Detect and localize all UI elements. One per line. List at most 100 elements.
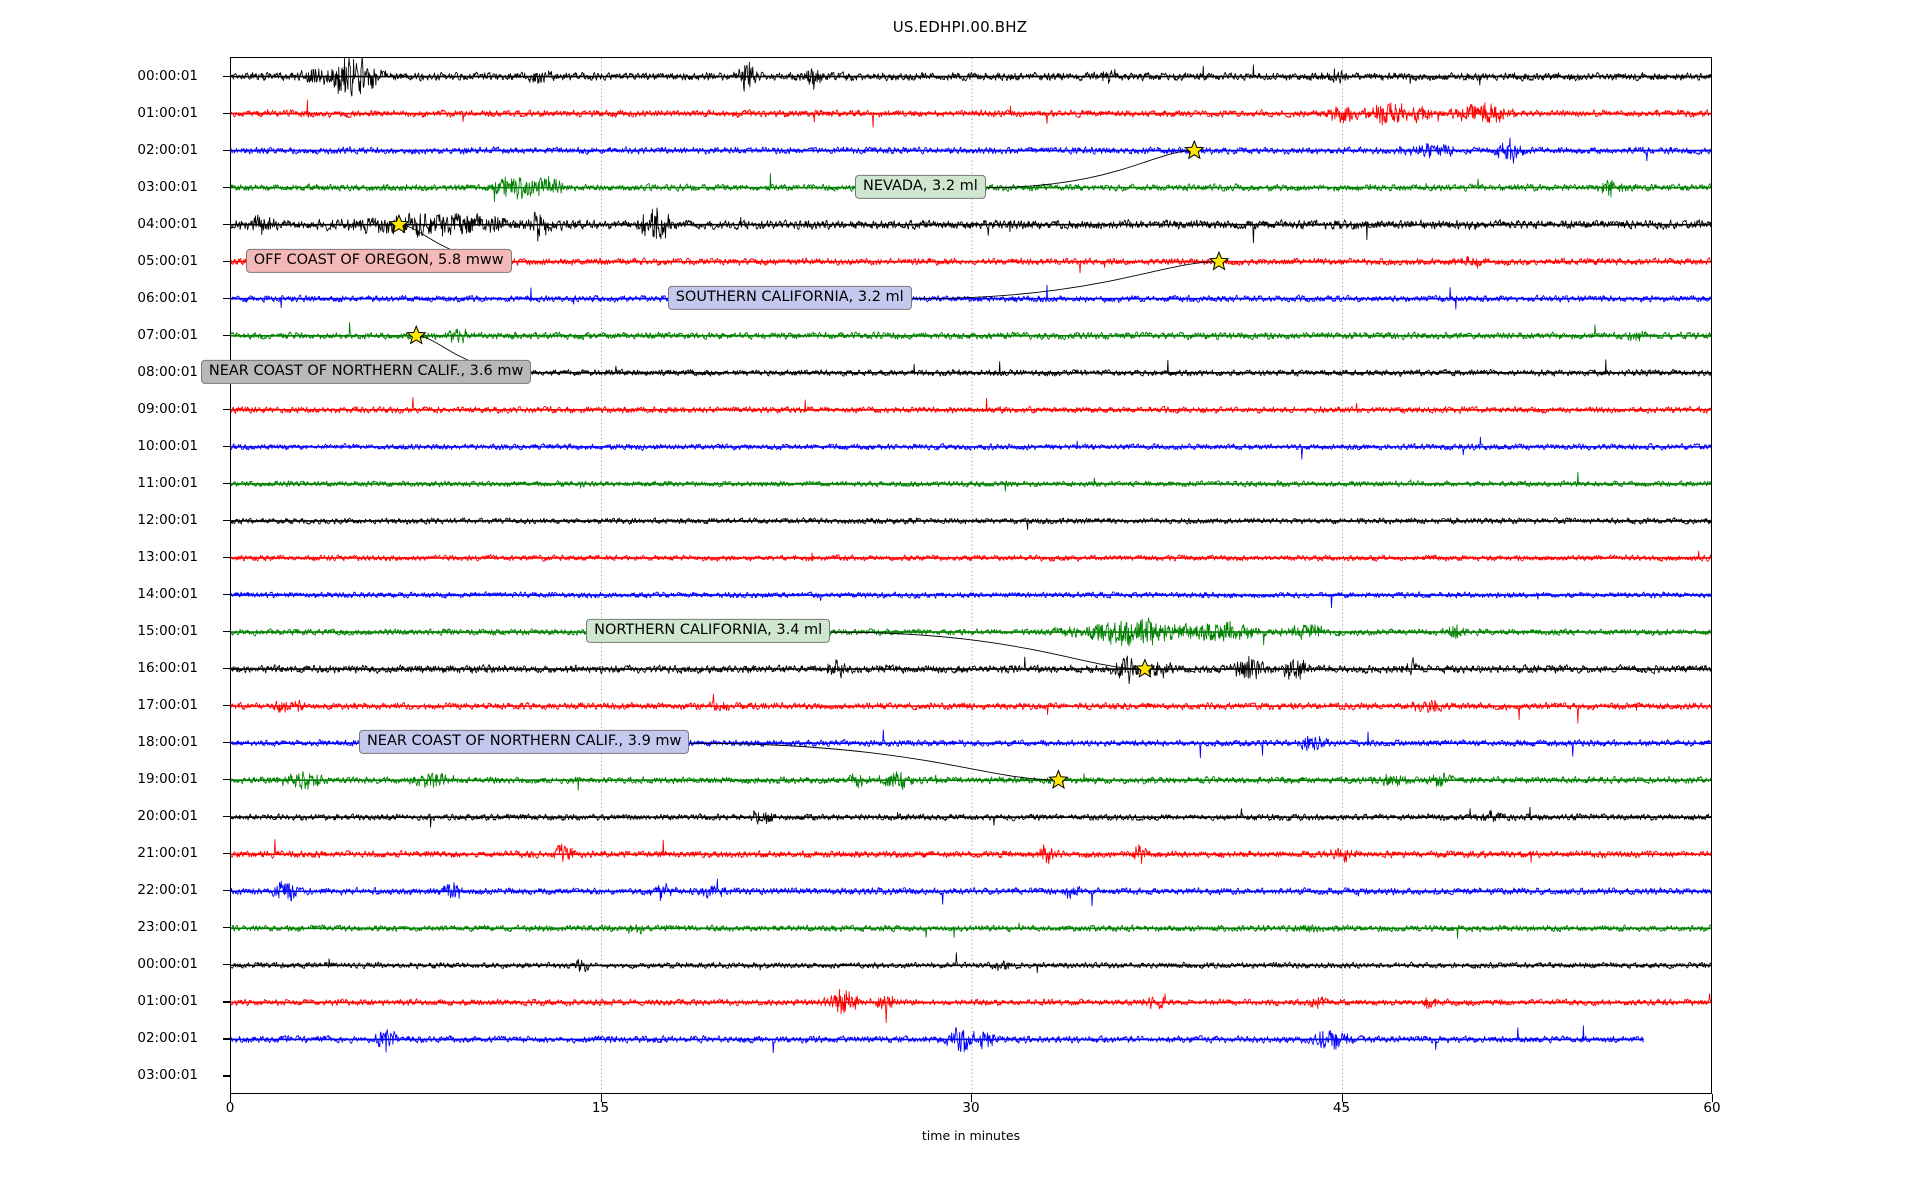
y-tick-mark	[223, 631, 231, 633]
y-tick-mark	[223, 816, 231, 818]
y-tick-label: 19:00:01	[137, 771, 198, 788]
y-tick-mark	[223, 408, 231, 410]
y-tick-mark	[223, 297, 231, 299]
y-tick-label: 09:00:01	[137, 400, 198, 417]
y-tick-mark	[223, 1001, 231, 1003]
y-tick-mark	[223, 1038, 231, 1040]
y-tick-label: 04:00:01	[137, 215, 198, 232]
y-tick-label: 17:00:01	[137, 697, 198, 714]
y-tick-label: 08:00:01	[137, 363, 198, 380]
annotation-leader-line	[912, 261, 1220, 300]
event-label-box[interactable]: OFF COAST OF OREGON, 5.8 mww	[245, 248, 512, 273]
y-tick-mark	[223, 260, 231, 262]
y-tick-mark	[223, 445, 231, 447]
y-tick-mark	[223, 334, 231, 336]
y-tick-label: 23:00:01	[137, 919, 198, 936]
waveform-trace	[231, 617, 1711, 647]
y-tick-mark	[223, 112, 231, 114]
x-tick-mark	[971, 1094, 973, 1102]
earthquake-star-marker[interactable]	[388, 213, 410, 234]
event-label-box[interactable]: SOUTHERN CALIFORNIA, 3.2 ml	[667, 285, 912, 310]
y-tick-label: 03:00:01	[137, 1067, 198, 1084]
annotation-leader-line	[690, 742, 1059, 781]
waveform-trace	[231, 693, 1711, 724]
x-tick-mark	[230, 1094, 232, 1102]
y-tick-label: 03:00:01	[137, 178, 198, 195]
annotation-leader-line	[986, 150, 1195, 189]
waveform-trace	[231, 471, 1711, 492]
x-tick-label: 60	[1703, 1100, 1721, 1116]
waveform-trace	[231, 436, 1711, 460]
x-tick-label: 15	[591, 1100, 610, 1116]
y-tick-label: 18:00:01	[137, 734, 198, 751]
y-tick-label: 05:00:01	[137, 252, 198, 269]
event-label-box[interactable]: NORTHERN CALIFORNIA, 3.4 ml	[586, 618, 831, 644]
y-tick-mark	[223, 853, 231, 855]
y-tick-label: 06:00:01	[137, 289, 198, 306]
plot-area	[230, 57, 1712, 1094]
y-tick-label: 21:00:01	[137, 845, 198, 862]
x-tick-label: 0	[225, 1100, 235, 1116]
waveform-trace	[231, 58, 1711, 97]
y-tick-mark	[223, 149, 231, 151]
y-tick-mark	[223, 482, 231, 484]
x-tick-mark	[600, 1094, 602, 1102]
waveform-trace	[231, 591, 1711, 609]
x-tick-mark	[1712, 1094, 1714, 1102]
y-tick-mark	[223, 75, 231, 77]
earthquake-star-marker[interactable]	[1048, 769, 1069, 789]
y-tick-label: 10:00:01	[137, 437, 198, 454]
trace-clip-region	[231, 58, 1711, 1093]
annotation-leader-line	[831, 631, 1145, 670]
waveform-trace	[231, 397, 1711, 414]
y-tick-mark	[223, 1075, 231, 1077]
y-tick-label: 00:00:01	[137, 67, 198, 84]
earthquake-star-marker[interactable]	[1183, 139, 1205, 160]
waveform-traces	[231, 58, 1711, 1093]
y-tick-mark	[223, 519, 231, 522]
x-tick-mark	[1341, 1094, 1343, 1102]
y-tick-label: 00:00:01	[137, 956, 198, 973]
waveform-trace	[231, 99, 1711, 128]
earthquake-star-marker[interactable]	[405, 324, 427, 345]
waveform-trace	[231, 922, 1711, 939]
y-tick-label: 11:00:01	[137, 474, 198, 491]
y-tick-mark	[223, 964, 231, 966]
y-tick-label: 14:00:01	[137, 586, 198, 603]
y-tick-mark	[223, 223, 231, 225]
waveform-trace	[231, 839, 1711, 865]
y-tick-label: 01:00:01	[137, 993, 198, 1010]
y-tick-label: 02:00:01	[137, 1030, 198, 1047]
y-tick-label: 20:00:01	[137, 808, 198, 825]
y-tick-mark	[223, 927, 231, 929]
y-tick-mark	[223, 186, 231, 188]
waveform-trace	[231, 517, 1711, 530]
x-axis-label: time in minutes	[921, 1128, 1021, 1143]
waveform-trace	[231, 322, 1711, 344]
y-tick-mark	[223, 779, 231, 781]
event-label-box[interactable]: NEVADA, 3.2 ml	[855, 174, 986, 199]
event-label-box[interactable]: NEAR COAST OF NORTHERN CALIF., 3.9 mw	[358, 730, 690, 755]
waveform-trace	[231, 878, 1711, 907]
y-tick-mark	[223, 594, 231, 596]
y-tick-label: 12:00:01	[137, 511, 198, 528]
y-tick-label: 13:00:01	[137, 548, 198, 565]
x-tick-label: 45	[1332, 1100, 1351, 1116]
earthquake-star-marker[interactable]	[1208, 250, 1230, 271]
y-tick-label: 15:00:01	[137, 623, 198, 640]
event-label-box[interactable]: NEAR COAST OF NORTHERN CALIF., 3.6 mw	[200, 359, 532, 384]
y-tick-label: 07:00:01	[137, 326, 198, 343]
earthquake-star-marker[interactable]	[1134, 658, 1156, 678]
y-tick-mark	[223, 890, 231, 892]
y-tick-label: 22:00:01	[137, 882, 198, 899]
y-tick-mark	[223, 742, 231, 744]
waveform-trace	[231, 952, 1711, 974]
x-tick-label: 30	[962, 1100, 980, 1116]
y-tick-label: 02:00:01	[137, 141, 198, 158]
waveform-trace	[231, 771, 1711, 791]
waveform-trace	[231, 550, 1711, 562]
y-tick-label: 01:00:01	[137, 104, 198, 121]
y-tick-mark	[223, 668, 231, 670]
page-title: US.EDHPI.00.BHZ	[892, 18, 1028, 36]
